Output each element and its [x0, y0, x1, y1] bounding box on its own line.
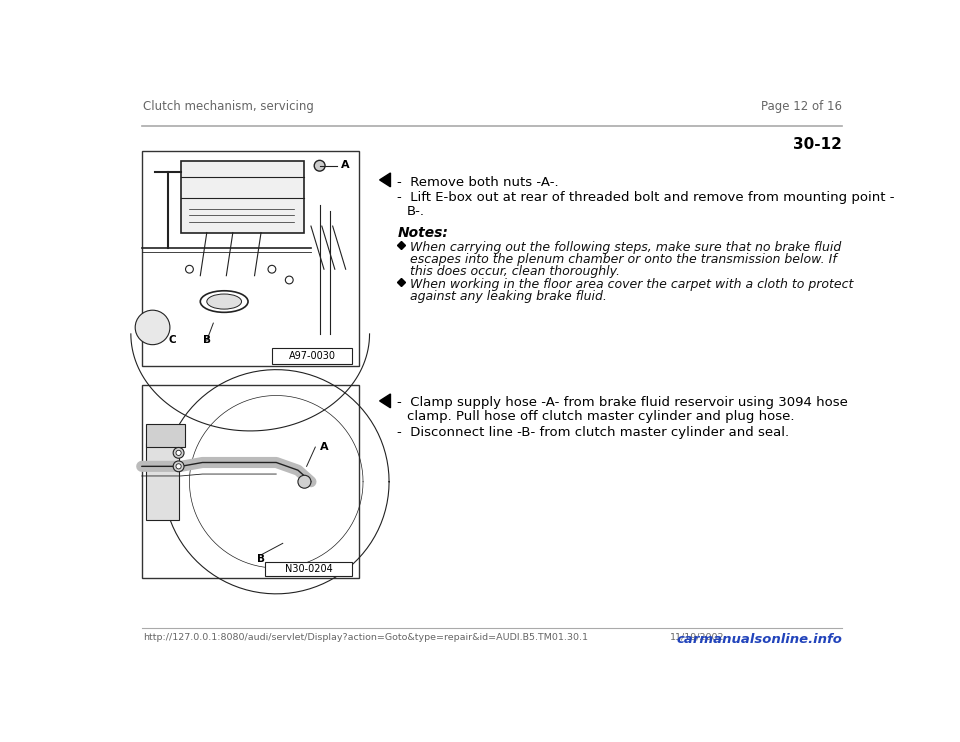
Circle shape [173, 447, 184, 459]
Text: 11/19/2002: 11/19/2002 [670, 633, 725, 642]
Circle shape [285, 276, 293, 284]
Text: B-.: B-. [407, 205, 424, 217]
Polygon shape [379, 173, 391, 187]
Text: -  Clamp supply hose -A- from brake fluid reservoir using 3094 hose: - Clamp supply hose -A- from brake fluid… [397, 396, 849, 410]
Bar [272, 348, 352, 364]
Text: C: C [168, 335, 176, 345]
Text: -  Disconnect line -B- from clutch master cylinder and seal.: - Disconnect line -B- from clutch master… [397, 427, 789, 439]
Text: B: B [257, 554, 265, 564]
Circle shape [176, 450, 181, 456]
Circle shape [268, 266, 276, 273]
Text: N30-0204: N30-0204 [285, 564, 333, 574]
Text: When working in the floor area cover the carpet with a cloth to protect: When working in the floor area cover the… [410, 278, 853, 291]
Ellipse shape [201, 291, 248, 312]
Text: -  Remove both nuts -A-.: - Remove both nuts -A-. [397, 176, 559, 189]
Circle shape [173, 461, 184, 472]
Bar [142, 151, 359, 367]
Text: B: B [203, 335, 211, 345]
Circle shape [314, 160, 325, 171]
Text: this does occur, clean thoroughly.: this does occur, clean thoroughly. [410, 266, 620, 278]
Text: A97-0030: A97-0030 [289, 351, 336, 361]
Bar [180, 162, 304, 232]
Text: 30-12: 30-12 [793, 137, 842, 152]
Bar [146, 443, 179, 520]
Bar [142, 386, 359, 578]
Bar [146, 424, 185, 447]
Circle shape [176, 464, 181, 469]
Bar [265, 562, 352, 576]
Text: A: A [320, 442, 328, 452]
Text: escapes into the plenum chamber or onto the transmission below. If: escapes into the plenum chamber or onto … [410, 253, 836, 266]
Text: A: A [342, 160, 350, 170]
Text: clamp. Pull hose off clutch master cylinder and plug hose.: clamp. Pull hose off clutch master cylin… [407, 410, 794, 423]
Polygon shape [379, 394, 391, 408]
Ellipse shape [206, 294, 242, 309]
Text: Clutch mechanism, servicing: Clutch mechanism, servicing [143, 100, 314, 113]
Text: against any leaking brake fluid.: against any leaking brake fluid. [410, 290, 607, 303]
Circle shape [185, 266, 193, 273]
Text: -  Lift E-box out at rear of threaded bolt and remove from mounting point -: - Lift E-box out at rear of threaded bol… [397, 191, 895, 204]
Text: When carrying out the following steps, make sure that no brake fluid: When carrying out the following steps, m… [410, 240, 841, 254]
Text: Page 12 of 16: Page 12 of 16 [761, 100, 842, 113]
Circle shape [135, 310, 170, 345]
Text: carmanualsonline.info: carmanualsonline.info [677, 633, 842, 646]
Text: http://127.0.0.1:8080/audi/servlet/Display?action=Goto&type=repair&id=AUDI.B5.TM: http://127.0.0.1:8080/audi/servlet/Displ… [143, 633, 588, 642]
Text: Notes:: Notes: [397, 226, 448, 240]
Circle shape [298, 476, 311, 488]
